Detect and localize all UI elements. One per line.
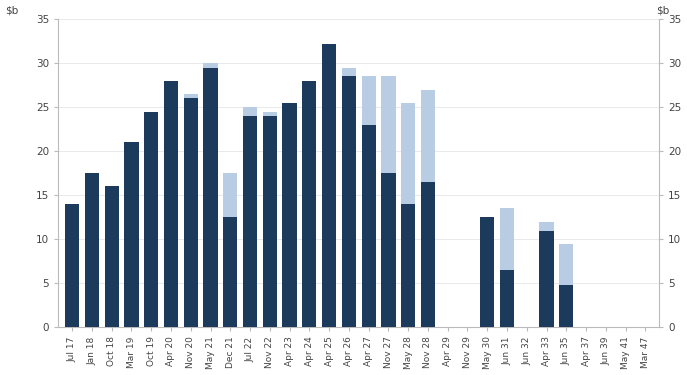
Bar (480, 217, 495, 327)
Bar (282, 103, 297, 327)
Bar (361, 125, 376, 327)
Bar (539, 222, 554, 327)
Bar (243, 116, 257, 327)
Bar (322, 44, 336, 327)
Bar (302, 81, 317, 327)
Bar (401, 103, 415, 327)
Bar (243, 107, 257, 327)
Bar (421, 90, 435, 327)
Bar (183, 98, 198, 327)
Bar (85, 173, 99, 327)
Bar (65, 204, 79, 327)
Bar (223, 217, 238, 327)
Bar (104, 186, 119, 327)
Bar (381, 76, 396, 327)
Bar (164, 81, 178, 327)
Bar (164, 81, 178, 327)
Bar (183, 94, 198, 327)
Bar (559, 285, 574, 327)
Bar (223, 173, 238, 327)
Bar (144, 112, 158, 327)
Bar (500, 270, 514, 327)
Bar (341, 68, 356, 327)
Bar (322, 44, 336, 327)
Bar (559, 244, 574, 327)
Text: $b: $b (5, 6, 19, 15)
Bar (104, 186, 119, 327)
Bar (262, 112, 277, 327)
Bar (539, 231, 554, 327)
Bar (124, 142, 139, 327)
Bar (124, 142, 139, 327)
Bar (302, 81, 317, 327)
Bar (480, 217, 495, 327)
Bar (341, 76, 356, 327)
Bar (421, 182, 435, 327)
Bar (262, 116, 277, 327)
Bar (203, 68, 218, 327)
Text: $b: $b (656, 6, 670, 15)
Bar (65, 204, 79, 327)
Bar (381, 173, 396, 327)
Bar (361, 76, 376, 327)
Bar (85, 173, 99, 327)
Bar (144, 112, 158, 327)
Bar (282, 103, 297, 327)
Bar (401, 204, 415, 327)
Bar (500, 209, 514, 327)
Bar (203, 63, 218, 327)
